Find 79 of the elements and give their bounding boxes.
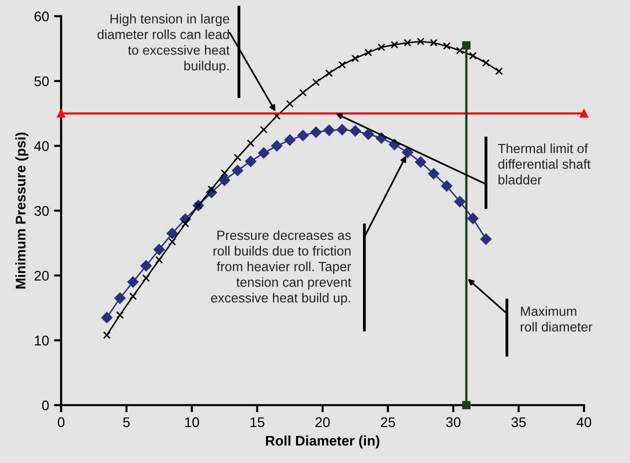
point (181, 220, 190, 228)
point (310, 126, 322, 138)
y-axis-title: Minimum Pressure (psi) (15, 132, 28, 288)
x-tick-label: 20 (316, 417, 330, 428)
point (129, 292, 137, 300)
point (284, 134, 296, 146)
x-tick-label: 5 (123, 417, 130, 428)
point (127, 276, 139, 288)
point (428, 168, 440, 180)
point (462, 400, 471, 410)
point (218, 174, 230, 186)
point (441, 180, 452, 192)
x-tick-label: 40 (576, 417, 592, 428)
y-tick-label: 20 (34, 270, 49, 281)
point (467, 212, 478, 224)
x-tick-label: 30 (446, 417, 460, 428)
point (364, 48, 372, 56)
point (140, 260, 152, 272)
point (220, 169, 228, 177)
point (299, 88, 307, 97)
point (362, 128, 374, 140)
point (101, 312, 112, 324)
y-tick-label: 40 (34, 141, 49, 152)
point (456, 46, 464, 54)
point (232, 164, 244, 176)
point (245, 156, 256, 168)
point (402, 146, 414, 158)
point (462, 41, 471, 50)
y-tick-label: 10 (34, 336, 49, 346)
x-tick-label: 0 (58, 417, 64, 428)
point (154, 244, 165, 256)
point (495, 67, 503, 76)
point (312, 78, 320, 86)
point (271, 140, 282, 152)
point (378, 44, 386, 52)
point (338, 61, 346, 69)
point (297, 130, 309, 142)
point (246, 139, 254, 148)
point (258, 147, 270, 159)
point (442, 42, 451, 50)
point (454, 196, 466, 208)
point (286, 100, 294, 108)
point (351, 54, 360, 62)
point (336, 124, 348, 136)
point (480, 234, 492, 245)
point (155, 256, 163, 264)
point (114, 292, 126, 304)
annotation: Thermal limit of differential shaft bladder (498, 143, 591, 184)
point (168, 238, 176, 246)
x-tick-label: 35 (511, 417, 526, 428)
point (580, 109, 588, 118)
annotation: Pressure decreases as roll builds due to friction from heavier roll. Taper tension can prevent excessive heat build up. (211, 230, 352, 306)
point (260, 126, 268, 134)
y-tick-label: 50 (34, 76, 49, 86)
point (390, 40, 398, 49)
y-tick-label: 30 (34, 206, 49, 216)
point (469, 52, 477, 60)
point (430, 38, 438, 47)
point (482, 59, 490, 67)
x-tick-label: 15 (250, 417, 264, 428)
point (234, 154, 242, 162)
x-tick-label: 10 (185, 417, 200, 428)
point (415, 156, 426, 168)
point (350, 125, 361, 137)
point (323, 124, 335, 136)
point (116, 311, 124, 319)
annotation: Maximum roll diameter (520, 306, 592, 332)
point (325, 69, 333, 78)
y-tick-label: 0 (42, 400, 49, 410)
point (103, 331, 111, 339)
point (166, 228, 178, 239)
x-tick-label: 25 (380, 417, 396, 428)
point (142, 274, 150, 282)
annotation: High tension in large diameter rolls can lead to excessive heat buildup. (98, 14, 230, 74)
point (404, 38, 412, 47)
y-tick-label: 60 (34, 12, 49, 22)
point (56, 109, 66, 118)
x-axis-title: Roll Diameter (in) (266, 435, 380, 448)
point (416, 38, 424, 46)
